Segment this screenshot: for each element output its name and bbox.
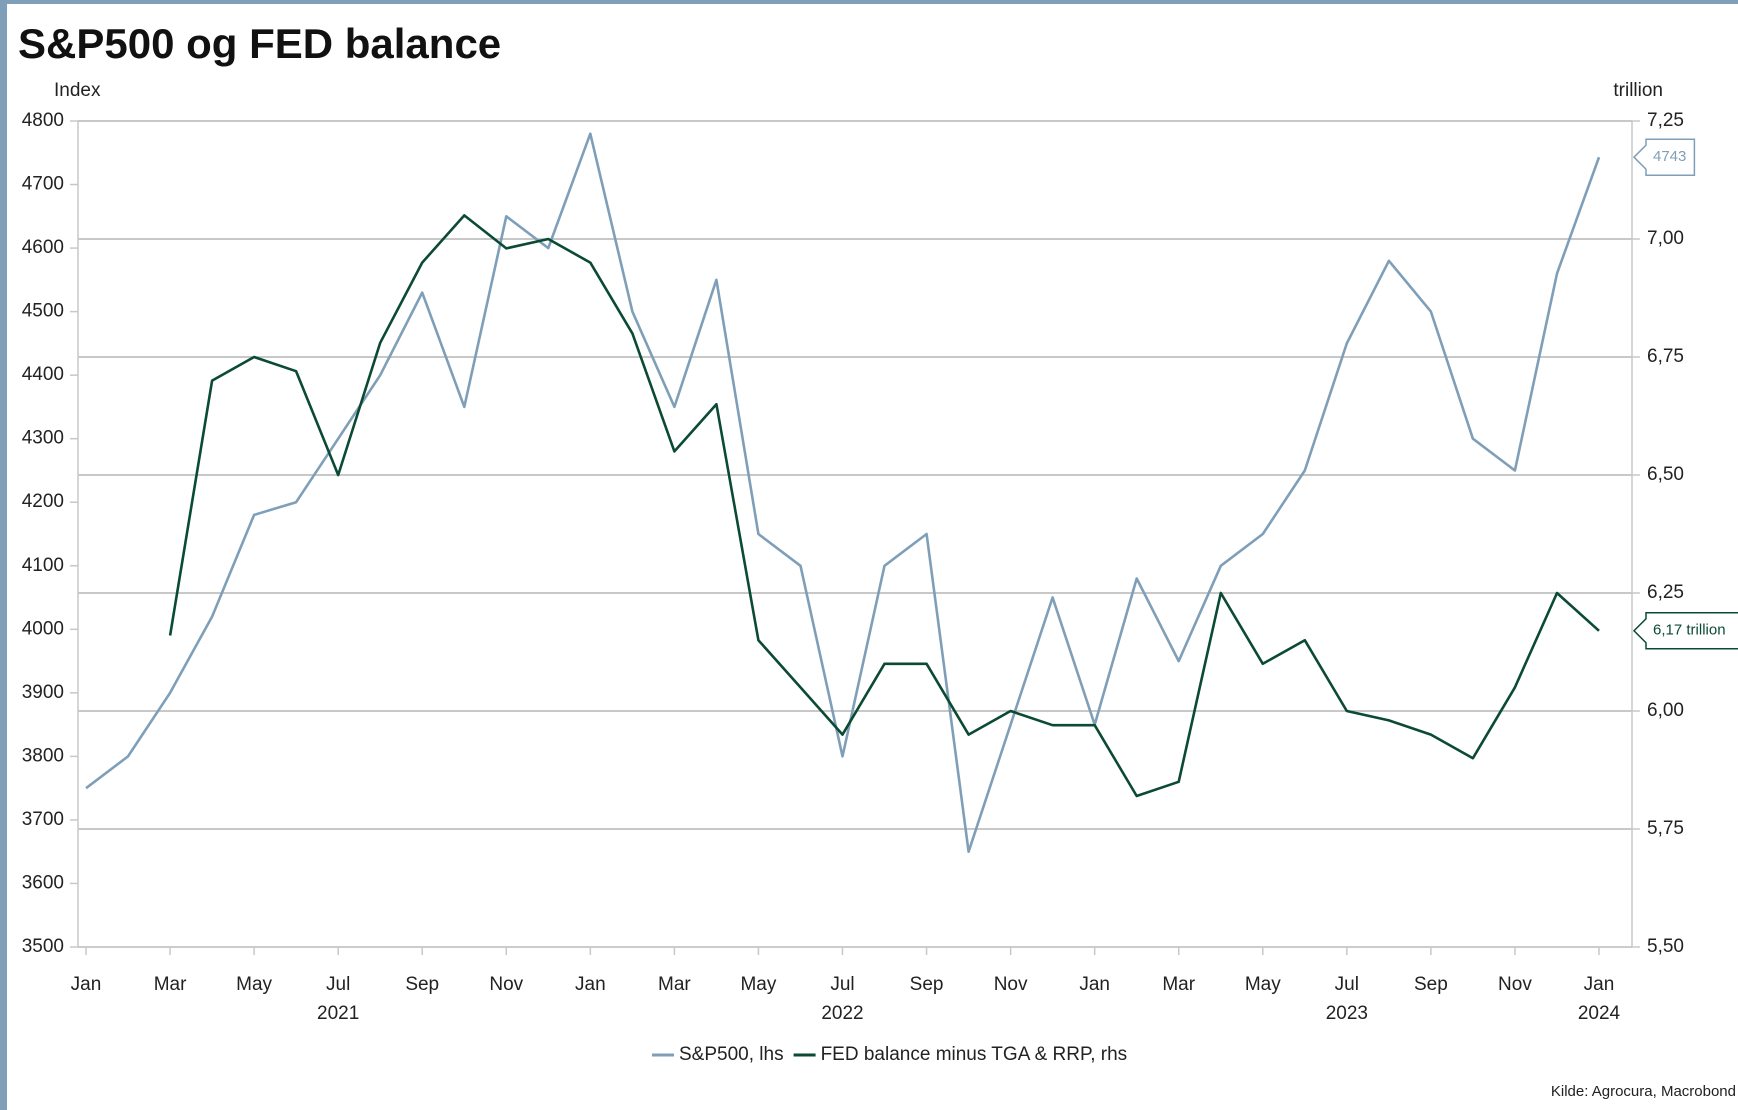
x-tick-label: Sep: [910, 974, 944, 995]
callout-label: 4743: [1653, 148, 1686, 165]
y-axis-label: Index: [54, 80, 101, 101]
x-tick-label: Jan: [71, 974, 102, 995]
y2-tick-label: 7,00: [1647, 228, 1684, 249]
y2-tick-label: 6,50: [1647, 464, 1684, 485]
y-tick-label: 3500: [22, 936, 64, 957]
y-tick-label: 4200: [22, 491, 64, 512]
x-tick-label: Jul: [326, 974, 350, 995]
chart-title: S&P500 og FED balance: [18, 20, 501, 67]
y-tick-label: 4500: [22, 301, 64, 322]
x-tick-label: Mar: [658, 974, 691, 995]
y-tick-label: 3700: [22, 809, 64, 830]
callout-box: [1632, 138, 1696, 176]
callout-label: 6,17 trillion: [1653, 622, 1726, 639]
x-tick-label: Jul: [830, 974, 854, 995]
x-tick-label: Sep: [1414, 974, 1448, 995]
top-border: [0, 0, 1738, 4]
x-tick-label: Jan: [575, 974, 606, 995]
x-tick-label: May: [236, 974, 272, 995]
x-tick-label: May: [740, 974, 776, 995]
x-tick-label: May: [1245, 974, 1281, 995]
y-tick-label: 4400: [22, 364, 64, 385]
y2-tick-label: 6,75: [1647, 346, 1684, 367]
x-year-label: 2024: [1578, 1003, 1621, 1024]
y-tick-label: 3900: [22, 682, 64, 703]
y-tick-label: 4100: [22, 555, 64, 576]
y2-tick-label: 5,50: [1647, 936, 1684, 957]
x-year-label: 2023: [1326, 1003, 1368, 1024]
y2-tick-label: 6,25: [1647, 582, 1684, 603]
y-tick-label: 4600: [22, 237, 64, 258]
y-tick-label: 4700: [22, 174, 64, 195]
source: Kilde: Agrocura, Macrobond: [1551, 1083, 1736, 1100]
x-tick-label: Nov: [489, 974, 523, 995]
x-tick-label: Jul: [1335, 974, 1359, 995]
y2-tick-label: 7,25: [1647, 110, 1684, 131]
y2-tick-label: 5,75: [1647, 818, 1684, 839]
legend-label: S&P500, lhs: [679, 1044, 784, 1065]
x-tick-label: Mar: [154, 974, 187, 995]
x-year-label: 2022: [821, 1003, 863, 1024]
x-tick-label: Sep: [405, 974, 439, 995]
x-tick-label: Mar: [1162, 974, 1195, 995]
x-tick-label: Jan: [1079, 974, 1110, 995]
y-tick-label: 3800: [22, 745, 64, 766]
y2-axis-label: trillion: [1613, 80, 1663, 101]
callout-box: [1632, 612, 1738, 650]
x-year-label: 2021: [317, 1003, 359, 1024]
series-line: [168, 214, 1600, 798]
y2-tick-label: 6,00: [1647, 700, 1684, 721]
legend-label: FED balance minus TGA & RRP, rhs: [821, 1044, 1128, 1065]
x-tick-label: Nov: [1498, 974, 1532, 995]
x-tick-label: Jan: [1584, 974, 1615, 995]
series-line: [85, 132, 1601, 853]
left-border: [0, 0, 7, 1110]
y-tick-label: 4800: [22, 110, 64, 131]
y-tick-label: 4300: [22, 428, 64, 449]
y-tick-label: 3600: [22, 872, 64, 893]
y-tick-label: 4000: [22, 618, 64, 639]
x-tick-label: Nov: [994, 974, 1028, 995]
